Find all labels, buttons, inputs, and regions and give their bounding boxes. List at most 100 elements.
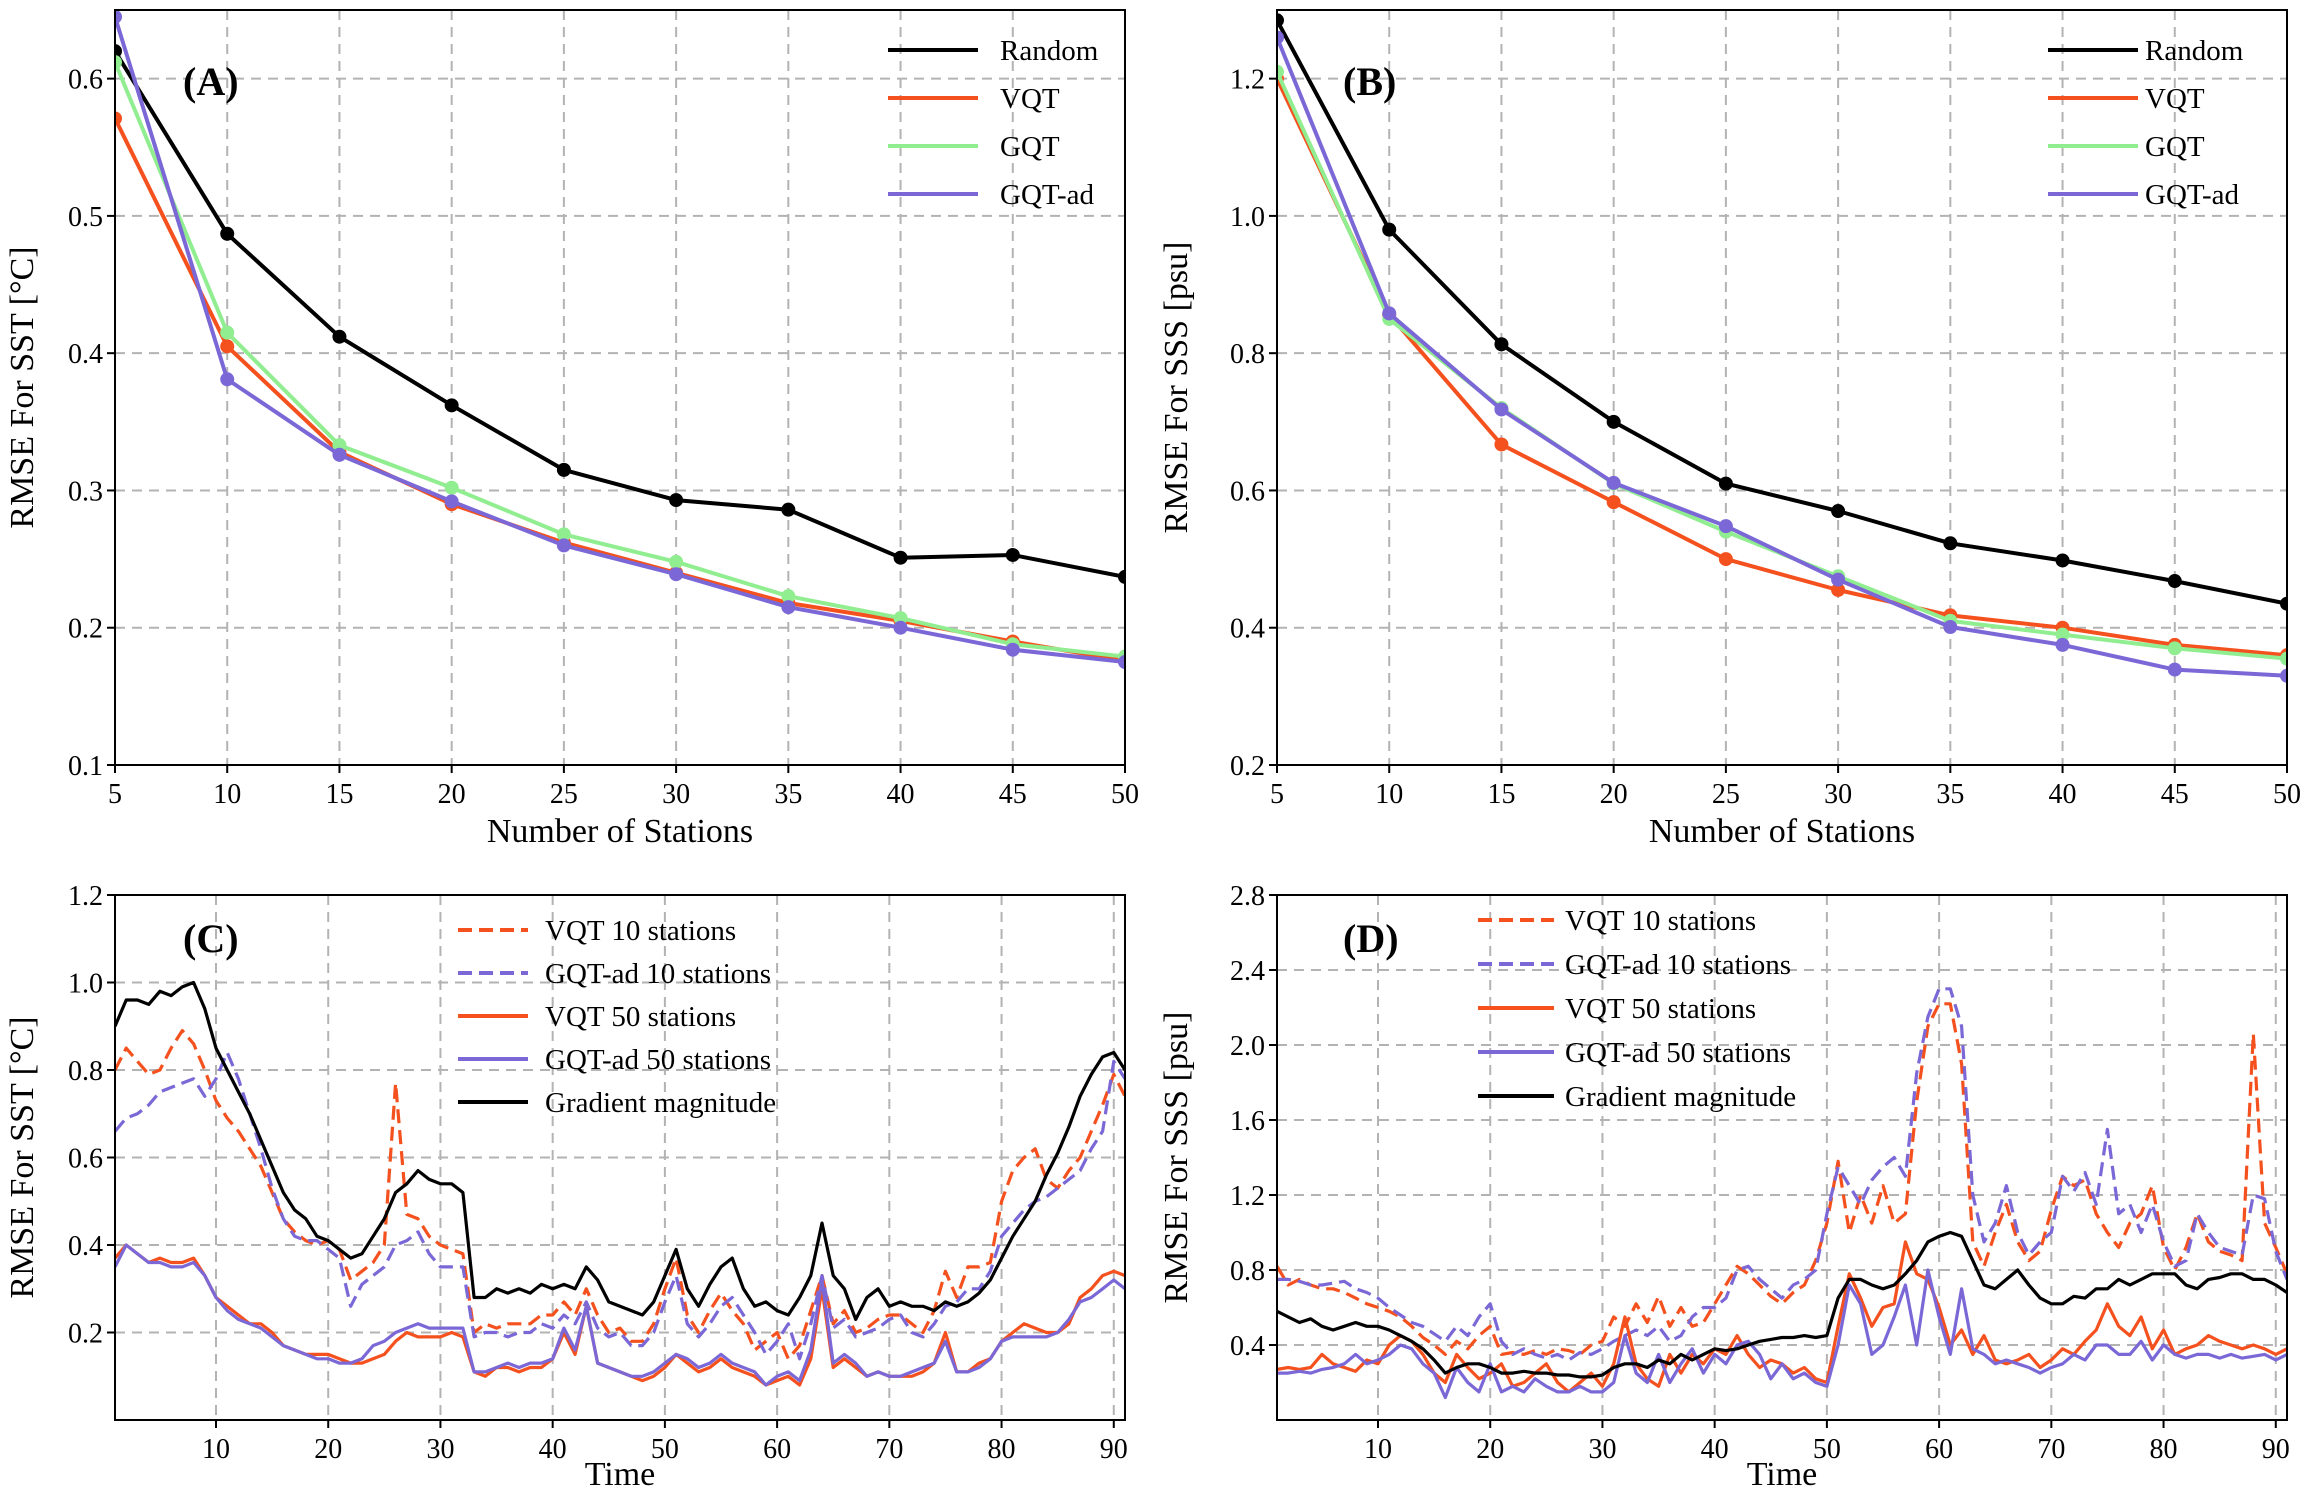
x-tick-label: 30 [1588, 1434, 1616, 1465]
data-point-random [1382, 222, 1397, 237]
data-point-gqt-ad [1382, 306, 1397, 321]
data-point-random [781, 502, 796, 517]
legend-label-gqt-ad-50-stations: GQT-ad 50 stations [1565, 1037, 1791, 1069]
data-point-gqt-ad [2280, 668, 2287, 683]
x-tick-label: 30 [426, 1434, 454, 1465]
y-tick-label: 2.0 [1230, 1031, 1265, 1062]
data-point-random [444, 398, 459, 413]
grid [1277, 895, 2287, 1420]
y-tick-label: 0.4 [68, 1231, 103, 1262]
data-point-gqt-ad [1718, 519, 1733, 534]
data-point-random [1718, 476, 1733, 491]
y-tick-label: 0.8 [1230, 339, 1265, 370]
series-line-random [1277, 19, 2287, 606]
x-tick-label: 40 [1701, 1434, 1729, 1465]
series-layer [1277, 987, 2287, 1400]
data-point-gqt [669, 554, 684, 569]
data-point-random [893, 550, 908, 565]
panel-label: (D) [1343, 916, 1399, 961]
series-line-gqt-ad-50-stations [115, 1243, 1125, 1387]
data-point-gqt-ad [1831, 572, 1846, 587]
data-point-gqt-ad [669, 567, 684, 582]
y-tick-label: 1.0 [68, 969, 103, 1000]
y-tick-label: 0.5 [68, 202, 103, 233]
y-axis-label: RMSE For SSS [psu] [1158, 242, 1195, 534]
legend-label-vqt-10-stations: VQT 10 stations [545, 915, 736, 947]
series-line-gradient-magnitude [115, 980, 1125, 1322]
x-tick-label: 35 [1936, 779, 1964, 810]
series-line-gqt-ad-50-stations [1277, 1268, 2287, 1400]
data-point-vqt [220, 339, 235, 354]
plot-frame [1276, 894, 2288, 1421]
x-tick-label: 50 [1813, 1434, 1841, 1465]
series-layer [1277, 13, 2287, 683]
series-line-vqt-10-stations [1277, 1002, 2287, 1357]
data-point-random [1118, 569, 1125, 584]
data-point-random [220, 226, 235, 241]
panel-label: (B) [1343, 59, 1396, 104]
legend-label-gqt-ad: GQT-ad [1000, 179, 1094, 211]
data-point-gqt [220, 325, 235, 340]
data-point-gqt [2280, 651, 2287, 666]
panel-label: (C) [183, 916, 239, 961]
data-point-random [1606, 414, 1621, 429]
x-tick-label: 5 [108, 779, 122, 810]
data-point-random [1277, 13, 1284, 28]
series-line-gqt-ad [1277, 36, 2287, 678]
data-point-random [1943, 536, 1958, 551]
y-tick-label: 2.4 [1230, 956, 1265, 987]
x-tick-label: 50 [1111, 779, 1139, 810]
x-tick-label: 10 [1375, 779, 1403, 810]
x-tick-label: 50 [651, 1434, 679, 1465]
x-tick-label: 5 [1270, 779, 1284, 810]
x-tick-label: 45 [999, 779, 1027, 810]
y-tick-label: 0.2 [68, 614, 103, 645]
data-point-vqt [1606, 495, 1621, 510]
x-axis-label: Time [1747, 1456, 1818, 1490]
y-tick-label: 1.2 [1230, 65, 1265, 96]
x-tick-label: 40 [887, 779, 915, 810]
data-point-random [115, 44, 122, 59]
series-line-random [115, 50, 1125, 579]
x-tick-label: 35 [774, 779, 802, 810]
series-line-vqt-10-stations [115, 1028, 1125, 1361]
y-tick-label: 0.8 [1230, 1256, 1265, 1287]
grid [1277, 10, 2287, 765]
ticks: 10 20 30 40 50 60 70 80 90 0.4 0.8 1.2 1.6 2.0 2.4 2.8 [1230, 881, 2290, 1465]
data-point-gqt-ad [115, 10, 122, 24]
x-tick-label: 10 [1364, 1434, 1392, 1465]
series-line-gqt [115, 61, 1125, 659]
y-tick-label: 1.0 [1230, 202, 1265, 233]
x-tick-label: 30 [1824, 779, 1852, 810]
legend: Random VQT GQT GQT-ad [2048, 35, 2244, 211]
legend-label-gqt: GQT [1000, 131, 1060, 163]
x-tick-label: 10 [213, 779, 241, 810]
y-tick-label: 1.2 [68, 881, 103, 912]
y-axis-label: RMSE For SSS [psu] [1158, 1012, 1195, 1304]
x-tick-label: 30 [662, 779, 690, 810]
x-tick-label: 45 [2161, 779, 2189, 810]
data-point-random [1005, 547, 1020, 562]
x-tick-label: 80 [2150, 1434, 2178, 1465]
x-tick-label: 40 [2049, 779, 2077, 810]
series-line-gqt-ad-10-stations [1277, 987, 2287, 1362]
y-tick-label: 1.2 [1230, 1181, 1265, 1212]
x-tick-label: 60 [1925, 1434, 1953, 1465]
data-point-gqt-ad [2167, 662, 2182, 677]
legend-label-vqt-50-stations: VQT 50 stations [545, 1001, 736, 1033]
legend-label-vqt-50-stations: VQT 50 stations [1565, 993, 1756, 1025]
data-point-gqt-ad [1494, 402, 1509, 417]
panel-a: 5 10 15 20 25 30 35 40 45 50 0.1 0.2 0.3 0.4 0.5 0.6 (A… [4, 9, 1139, 850]
series-layer [115, 10, 1125, 670]
data-point-gqt-ad [893, 620, 908, 635]
x-tick-label: 15 [1487, 779, 1515, 810]
x-tick-label: 40 [539, 1434, 567, 1465]
y-tick-label: 0.6 [68, 65, 103, 96]
data-point-gqt [2167, 641, 2182, 656]
legend: Random VQT GQT GQT-ad [888, 35, 1099, 211]
x-tick-label: 70 [875, 1434, 903, 1465]
y-tick-label: 1.6 [1230, 1106, 1265, 1137]
data-point-gqt-ad [1005, 642, 1020, 657]
x-tick-label: 20 [438, 779, 466, 810]
